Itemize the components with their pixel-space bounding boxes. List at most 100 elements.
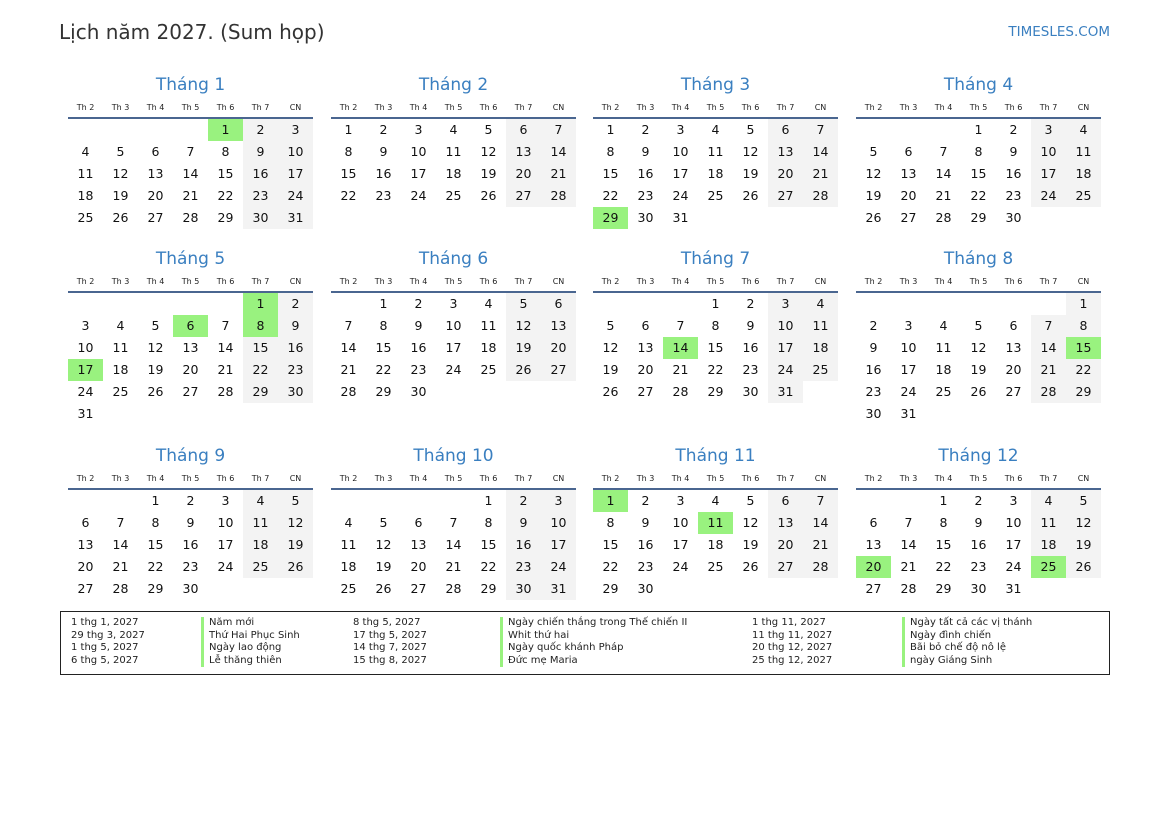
day-cell[interactable]: 18: [243, 534, 278, 556]
day-cell[interactable]: 9: [243, 141, 278, 163]
day-cell[interactable]: 9: [641, 515, 650, 530]
day-cell[interactable]: 6: [151, 144, 160, 159]
day-cell[interactable]: 26: [112, 210, 129, 225]
day-cell[interactable]: 17: [445, 340, 462, 355]
day-cell[interactable]: 23: [865, 384, 882, 399]
day-cell[interactable]: 18: [1066, 163, 1101, 185]
day-cell[interactable]: 13: [900, 166, 917, 181]
day-cell[interactable]: 26: [480, 188, 497, 203]
day-cell[interactable]: 7: [541, 119, 576, 141]
day-cell[interactable]: 23: [375, 188, 392, 203]
day-cell[interactable]: 3: [221, 493, 230, 508]
day-cell[interactable]: 11: [340, 537, 357, 552]
day-cell[interactable]: 4: [81, 144, 90, 159]
day-cell[interactable]: 16: [375, 166, 392, 181]
day-cell[interactable]: 19: [865, 188, 882, 203]
day-cell[interactable]: 13: [768, 141, 803, 163]
day-cell[interactable]: 18: [707, 537, 724, 552]
day-cell[interactable]: 1: [243, 293, 278, 315]
day-cell[interactable]: 7: [116, 515, 125, 530]
day-cell[interactable]: 20: [410, 559, 427, 574]
day-cell[interactable]: 22: [243, 359, 278, 381]
day-cell[interactable]: 9: [1009, 144, 1018, 159]
day-cell[interactable]: 1: [711, 296, 720, 311]
day-cell[interactable]: 21: [803, 163, 838, 185]
day-cell[interactable]: 25: [480, 362, 497, 377]
day-cell[interactable]: 17: [541, 534, 576, 556]
day-cell[interactable]: 20: [506, 163, 541, 185]
day-cell[interactable]: 12: [865, 166, 882, 181]
day-cell[interactable]: 11: [707, 144, 724, 159]
day-cell[interactable]: 4: [711, 493, 720, 508]
day-cell[interactable]: 12: [506, 315, 541, 337]
day-cell[interactable]: 14: [900, 537, 917, 552]
day-cell[interactable]: 6: [541, 293, 576, 315]
day-cell[interactable]: 9: [869, 340, 878, 355]
day-cell[interactable]: 11: [935, 340, 952, 355]
day-cell[interactable]: 17: [410, 166, 427, 181]
day-cell[interactable]: 27: [900, 210, 917, 225]
day-cell[interactable]: 16: [182, 537, 199, 552]
day-cell[interactable]: 17: [672, 166, 689, 181]
day-cell[interactable]: 5: [606, 318, 615, 333]
day-cell[interactable]: 12: [742, 515, 759, 530]
day-cell[interactable]: 9: [186, 515, 195, 530]
day-cell[interactable]: 17: [1005, 537, 1022, 552]
day-cell[interactable]: 26: [278, 556, 313, 578]
day-cell[interactable]: 18: [77, 188, 94, 203]
day-cell[interactable]: 23: [182, 559, 199, 574]
day-cell[interactable]: 23: [410, 362, 427, 377]
day-cell[interactable]: 9: [506, 512, 541, 534]
day-cell[interactable]: 25: [445, 188, 462, 203]
day-cell[interactable]: 16: [637, 166, 654, 181]
day-cell[interactable]: 13: [506, 141, 541, 163]
day-cell[interactable]: 29: [243, 381, 278, 403]
day-cell[interactable]: 31: [278, 207, 313, 229]
day-cell[interactable]: 14: [445, 537, 462, 552]
day-cell[interactable]: 4: [243, 490, 278, 512]
day-cell[interactable]: 28: [541, 185, 576, 207]
day-cell[interactable]: 30: [182, 581, 199, 596]
day-cell[interactable]: 1: [593, 490, 628, 512]
day-cell[interactable]: 18: [935, 362, 952, 377]
day-cell[interactable]: 12: [278, 512, 313, 534]
day-cell[interactable]: 24: [1031, 185, 1066, 207]
day-cell[interactable]: 17: [278, 163, 313, 185]
day-cell[interactable]: 26: [375, 581, 392, 596]
day-cell[interactable]: 28: [182, 210, 199, 225]
day-cell[interactable]: 14: [182, 166, 199, 181]
day-cell[interactable]: 8: [606, 515, 615, 530]
day-cell[interactable]: 28: [900, 581, 917, 596]
day-cell[interactable]: 5: [869, 144, 878, 159]
day-cell[interactable]: 10: [278, 141, 313, 163]
day-cell[interactable]: 29: [147, 581, 164, 596]
day-cell[interactable]: 26: [602, 384, 619, 399]
day-cell[interactable]: 13: [541, 315, 576, 337]
day-cell[interactable]: 26: [865, 210, 882, 225]
day-cell[interactable]: 27: [410, 581, 427, 596]
day-cell[interactable]: 4: [1031, 490, 1066, 512]
day-cell[interactable]: 26: [506, 359, 541, 381]
day-cell[interactable]: 7: [803, 119, 838, 141]
day-cell[interactable]: 4: [939, 318, 948, 333]
day-cell[interactable]: 23: [970, 559, 987, 574]
day-cell[interactable]: 23: [1005, 188, 1022, 203]
day-cell[interactable]: 11: [803, 315, 838, 337]
day-cell[interactable]: 9: [746, 318, 755, 333]
day-cell[interactable]: 21: [935, 188, 952, 203]
day-cell[interactable]: 27: [768, 185, 803, 207]
day-cell[interactable]: 7: [221, 318, 230, 333]
day-cell[interactable]: 4: [711, 122, 720, 137]
day-cell[interactable]: 2: [641, 122, 650, 137]
day-cell[interactable]: 10: [672, 144, 689, 159]
day-cell[interactable]: 13: [410, 537, 427, 552]
day-cell[interactable]: 17: [68, 359, 103, 381]
day-cell[interactable]: 30: [243, 207, 278, 229]
day-cell[interactable]: 14: [217, 340, 234, 355]
day-cell[interactable]: 6: [414, 515, 423, 530]
day-cell[interactable]: 24: [217, 559, 234, 574]
day-cell[interactable]: 11: [77, 166, 94, 181]
day-cell[interactable]: 5: [151, 318, 160, 333]
day-cell[interactable]: 24: [541, 556, 576, 578]
day-cell[interactable]: 6: [81, 515, 90, 530]
